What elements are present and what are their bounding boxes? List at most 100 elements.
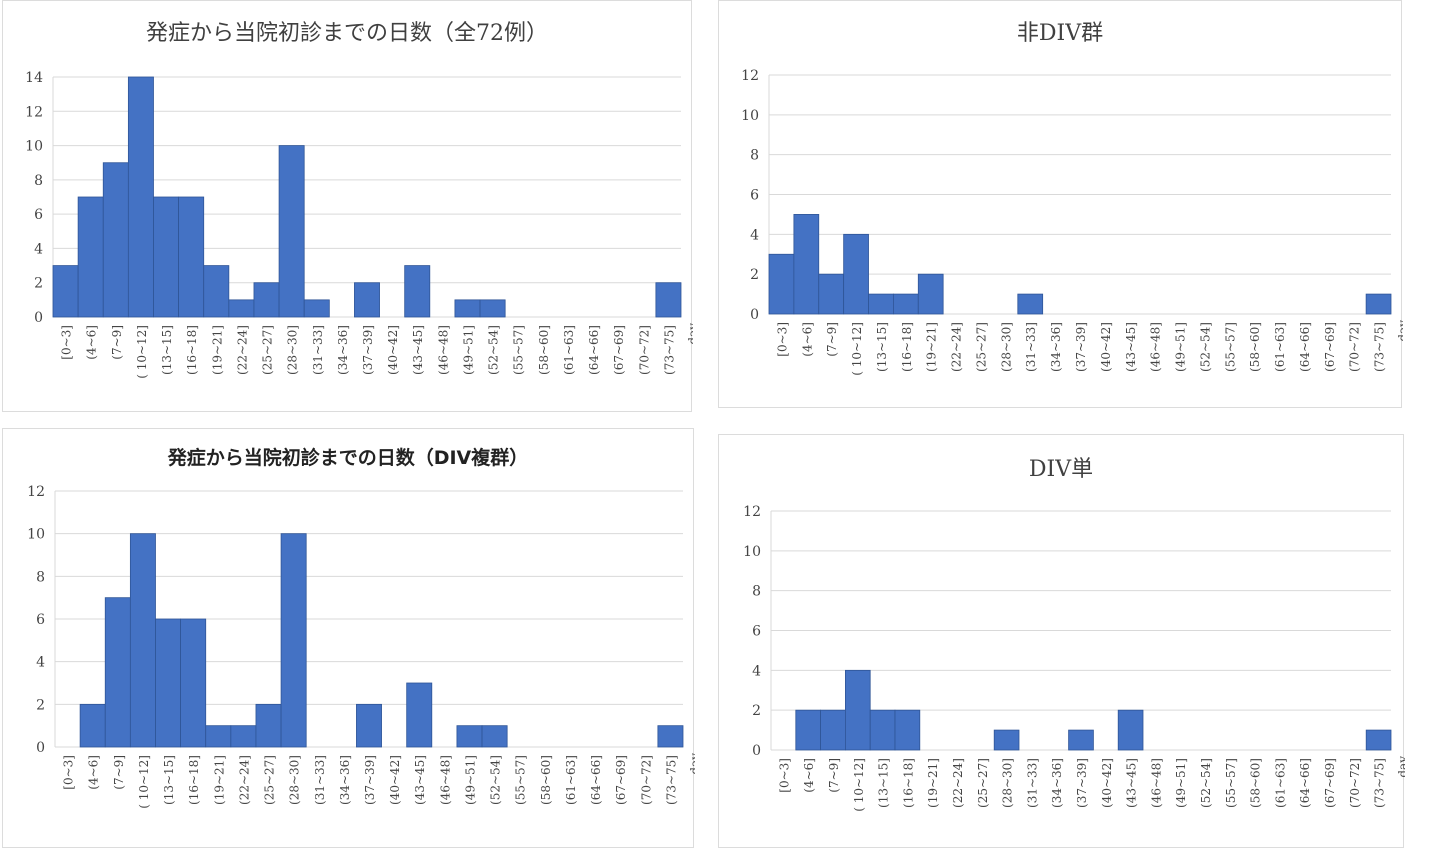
y-tick-label: 14 (25, 70, 43, 86)
x-tick-label: (22~24] (237, 755, 251, 805)
chart-title: 非DIV群 (1016, 21, 1104, 46)
x-tick-label: (43~45] (1125, 758, 1139, 808)
bar (77, 196, 104, 318)
chart-panel-div-multiple: 発症から当院初診までの日数（DIV複群） 0 2 4 6 8 10 12 [0~3] (4~6]… (2, 428, 695, 848)
x-tick-label: (43~45] (411, 325, 425, 375)
x-tick-label: (73~75] (1373, 758, 1387, 808)
x-tick-label: (52~54] (1199, 758, 1213, 808)
y-tick-label: 4 (36, 655, 45, 671)
chart-title: 発症から当院初診までの日数（DIV複群） (167, 447, 529, 469)
bar (1068, 729, 1094, 751)
bar (255, 703, 282, 748)
x-tick-label: (58~60] (539, 755, 553, 805)
x-tick-label: (19~21] (926, 758, 940, 808)
x-tick-label: ( 10~12] (135, 325, 149, 379)
x-tick-label: (70~72] (639, 755, 653, 805)
bar (406, 682, 433, 748)
bar (230, 725, 257, 748)
x-tick-label: (46~48] (436, 325, 450, 375)
y-tick-label: 6 (36, 612, 45, 628)
y-tick-label: 0 (750, 307, 759, 323)
y-tick-label: 12 (743, 504, 761, 520)
bar (129, 533, 156, 748)
x-tick-label: (13~15] (160, 325, 174, 375)
x-tick-label: (49~51] (461, 325, 475, 375)
bar (253, 282, 280, 318)
bar (280, 533, 307, 748)
x-tick-label: (64~66] (587, 325, 601, 375)
x-tick-label: (46~48] (1149, 758, 1163, 808)
bar (1117, 709, 1144, 751)
chart-panel-div-single: DIV単 0 2 4 6 8 10 12 [0~3] (4~6] (7~9] ( 10~12] (13… (718, 434, 1405, 848)
y-tick-label: 2 (752, 703, 761, 719)
x-tick-label: (58~60] (1249, 758, 1263, 808)
y-tick-label: 10 (741, 108, 759, 124)
x-tick-label: (40~42] (1099, 322, 1113, 372)
x-tick-label: (22~24] (235, 325, 249, 375)
x-tick-label: (13~15] (162, 755, 176, 805)
bar (843, 233, 869, 315)
y-tick-label: 2 (750, 267, 759, 283)
y-tick-label: 0 (34, 310, 43, 326)
x-tick-label: (61~63] (562, 325, 576, 375)
x-axis-unit-label: day (686, 323, 693, 345)
bar (894, 709, 921, 751)
y-tick-label: 10 (27, 527, 45, 543)
x-tick-label: (19~21] (925, 322, 939, 372)
x-tick-label: (52~54] (489, 755, 503, 805)
x-tick-label: (73~75] (662, 325, 676, 375)
bar (155, 618, 181, 748)
x-tick-label: (19~21] (210, 325, 224, 375)
y-tick-label: 4 (750, 227, 759, 243)
x-tick-label: (43~45] (413, 755, 427, 805)
x-tick-label: (16~18] (900, 322, 914, 372)
x-tick-label: (13~15] (875, 322, 889, 372)
x-tick-label: (55~57] (514, 755, 528, 805)
bar (203, 265, 230, 318)
chart-plot-area: 0 2 4 6 8 10 12 [0~3] (4~6] (7~9] ( 10~12] (13~15] (… (743, 504, 1405, 812)
y-tick-label: 8 (750, 148, 759, 164)
bar (795, 709, 822, 751)
x-tick-label: ( 10~12] (137, 755, 151, 809)
x-tick-label: (46~48] (1149, 322, 1163, 372)
x-tick-label: (52~54] (1198, 322, 1212, 372)
x-tick-label: (70~72] (637, 325, 651, 375)
bar (768, 253, 795, 315)
chart-panel-non-div: 非DIV群 0 2 4 6 8 10 12 [0~3] (4~6] (7~9] ( 10~12] (1… (718, 0, 1403, 408)
x-axis-unit-label: day (688, 753, 695, 775)
x-axis-unit-label: day (1396, 756, 1405, 778)
x-tick-label: (52~54] (487, 325, 501, 375)
bar (102, 162, 129, 318)
y-tick-label: 8 (36, 569, 45, 585)
y-tick-label: 6 (752, 624, 761, 640)
x-tick-label: (49~51] (463, 755, 477, 805)
x-tick-label: (61~63] (564, 755, 578, 805)
x-tick-label: [0~3] (777, 758, 791, 793)
bar (793, 214, 820, 315)
x-tick-label: [0~3] (775, 322, 789, 357)
bar (205, 725, 232, 748)
x-tick-label: (67~69] (1323, 758, 1337, 808)
x-tick-label: (4~6] (85, 325, 99, 360)
x-tick-label: (28~30] (286, 325, 300, 375)
x-tick-label: (64~66] (1298, 758, 1312, 808)
x-tick-label: (67~69] (1323, 322, 1337, 372)
y-tick-label: 4 (752, 663, 761, 679)
x-tick-label: (22~24] (951, 758, 965, 808)
y-tick-label: 12 (25, 104, 43, 120)
bar (869, 709, 896, 751)
bar (104, 597, 131, 748)
x-tick-label: (37~39] (361, 325, 375, 375)
x-tick-label: (58~60] (537, 325, 551, 375)
x-tick-label: (31~33] (1025, 758, 1039, 808)
x-tick-label: (4~6] (87, 755, 101, 790)
chart-plot-area: 0 2 4 6 8 10 12 [0~3] (4~6] (7~9] ( 10~12] (13~15] (… (27, 484, 695, 809)
bar (868, 293, 894, 315)
x-tick-label: (49~51] (1174, 758, 1188, 808)
y-tick-label: 8 (34, 173, 43, 189)
x-tick-label: (34~36] (338, 755, 352, 805)
x-tick-label: (55~57] (1224, 758, 1238, 808)
x-tick-label: (40~42] (386, 325, 400, 375)
x-tick-label: (64~66] (1298, 322, 1312, 372)
x-tick-label: (28~30] (288, 755, 302, 805)
